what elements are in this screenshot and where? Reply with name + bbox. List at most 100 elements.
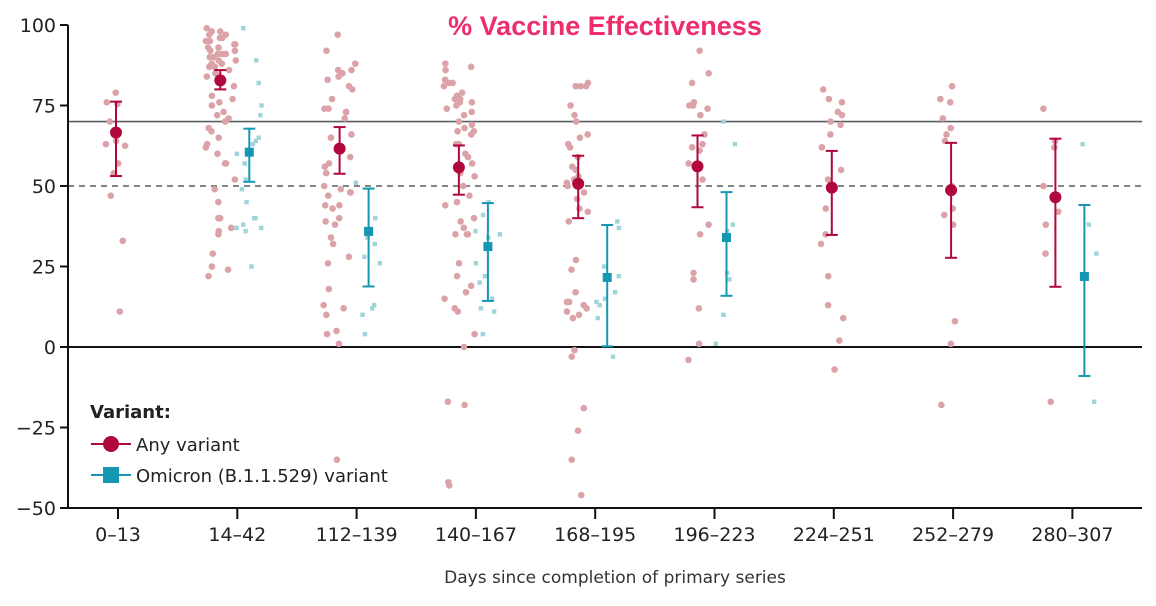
any-variant-study-dot: [824, 176, 832, 183]
any-variant-study-dot: [460, 111, 468, 119]
any-variant-study-dot: [206, 31, 213, 38]
any-variant-study-dot: [208, 102, 216, 109]
any-variant-study-dot: [567, 102, 574, 109]
any-variant-study-dot: [467, 282, 475, 290]
any-variant-study-dot: [1040, 182, 1047, 190]
omicron-study-dot: [1091, 399, 1097, 404]
any-variant-estimate-point: [572, 177, 585, 190]
any-variant-study-dot: [322, 218, 329, 225]
omicron-estimate-point: [1079, 271, 1089, 281]
omicron-study-dot: [241, 26, 246, 31]
omicron-study-dot: [480, 212, 486, 218]
any-variant-study-dot: [690, 276, 697, 283]
any-variant-study-dot: [216, 34, 224, 42]
any-variant-study-dot: [208, 263, 216, 270]
any-variant-study-dot: [580, 189, 588, 196]
omicron-study-dot: [365, 235, 370, 240]
any-variant-study-dot: [572, 82, 579, 90]
any-variant-study-dot: [817, 240, 825, 248]
any-variant-study-dot: [837, 121, 844, 129]
any-variant-study-dot: [468, 160, 476, 167]
omicron-study-dot: [250, 141, 256, 147]
any-variant-study-dot: [825, 95, 833, 103]
any-variant-study-dot: [564, 182, 571, 190]
omicron-estimate-point: [244, 147, 254, 157]
any-variant-study-dot: [102, 140, 110, 148]
any-variant-study-dot: [342, 108, 350, 116]
any-variant-study-dot: [351, 60, 359, 67]
any-variant-study-dot: [571, 346, 578, 354]
any-variant-study-dot: [583, 305, 590, 312]
omicron-study-dot: [243, 228, 248, 234]
any-variant-study-dot: [328, 95, 336, 103]
any-variant-study-dot: [222, 50, 230, 58]
any-variant-study-dot: [455, 259, 463, 267]
any-variant-study-dot: [838, 98, 846, 106]
omicron-study-dot: [478, 306, 484, 311]
omicron-study-dot: [242, 161, 247, 166]
any-variant-study-dot: [205, 63, 213, 71]
any-variant-study-dot: [348, 131, 355, 138]
any-variant-study-dot: [208, 92, 216, 100]
any-variant-study-dot: [322, 169, 330, 177]
any-variant-study-dot: [696, 231, 704, 238]
omicron-study-dot: [362, 331, 368, 337]
any-variant-study-dot: [1047, 398, 1055, 406]
error-bars: [110, 69, 1091, 377]
any-variant-study-dot: [121, 142, 129, 150]
omicron-study-dot: [249, 264, 254, 269]
any-variant-study-dot: [443, 105, 451, 113]
omicron-study-dot: [477, 280, 482, 285]
any-variant-study-dot: [329, 240, 337, 248]
any-variant-study-dot: [207, 47, 214, 55]
any-variant-study-dot: [573, 195, 581, 203]
any-variant-study-dot: [822, 231, 829, 238]
any-variant-study-dot: [461, 401, 468, 409]
any-variant-study-dot: [948, 82, 956, 90]
any-variant-study-dot: [205, 272, 212, 280]
any-variant-study-dot: [325, 105, 332, 113]
omicron-study-dot: [353, 180, 359, 185]
any-variant-study-dot: [827, 118, 834, 125]
any-variant-study-dot: [468, 121, 476, 129]
any-variant-study-dot: [440, 82, 448, 90]
any-variant-study-dot: [695, 305, 703, 312]
any-variant-study-dot: [568, 456, 576, 464]
omicron-estimate-point: [722, 233, 731, 243]
omicron-study-dot: [473, 261, 479, 266]
legend-any-label: Any variant: [136, 435, 240, 456]
any-variant-estimate-point: [452, 161, 465, 174]
omicron-estimate-point: [602, 272, 612, 282]
any-variant-study-dot: [221, 118, 229, 125]
y-tick-label: 50: [32, 176, 56, 198]
x-tick-label: 196–223: [673, 524, 755, 546]
omicron-study-dot: [253, 138, 258, 144]
legend-omicron-label: Omicron (B.1.1.529) variant: [136, 466, 388, 487]
x-tick-label: 112–139: [316, 524, 398, 546]
any-variant-study-dot: [321, 202, 329, 209]
any-variant-study-dot: [947, 340, 955, 348]
omicron-study-dot: [373, 216, 378, 221]
omicron-study-dot: [497, 232, 503, 237]
any-variant-study-dot: [323, 330, 331, 338]
omicron-study-dot: [713, 341, 718, 346]
any-variant-study-dot: [224, 266, 232, 274]
omicron-study-dot: [610, 354, 616, 359]
any-variant-study-dot: [468, 98, 476, 106]
any-variant-study-dot: [938, 401, 945, 409]
any-variant-study-dot: [215, 134, 223, 141]
omicron-study-dot: [234, 151, 240, 156]
any-variant-study-dot: [464, 153, 472, 161]
any-variant-study-dot: [572, 256, 580, 264]
any-variant-study-dot: [460, 224, 468, 232]
any-variant-study-dot: [230, 82, 238, 90]
any-variant-study-dot: [470, 214, 478, 222]
omicron-study-dot: [360, 312, 365, 317]
any-variant-study-dot: [696, 47, 703, 55]
any-variant-study-dot: [827, 131, 834, 138]
x-tick-label: 0–13: [95, 524, 141, 546]
any-variant-study-dot: [839, 314, 847, 322]
any-variant-study-dot: [340, 305, 347, 312]
any-variant-study-dot: [335, 214, 343, 222]
